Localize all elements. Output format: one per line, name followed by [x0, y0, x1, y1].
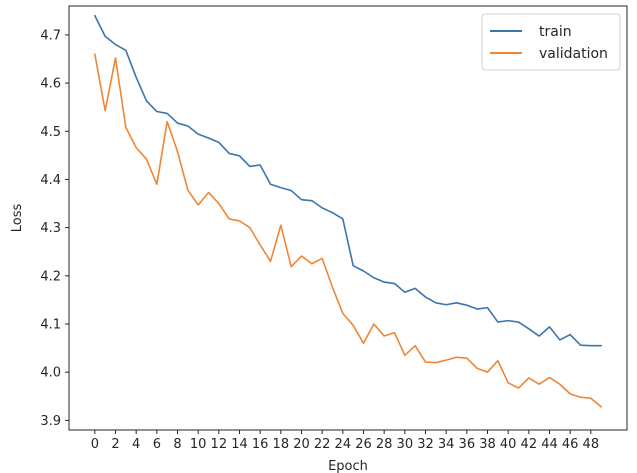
x-tick-label: 40	[500, 437, 517, 452]
x-tick-label: 10	[190, 437, 207, 452]
x-tick-label: 30	[397, 437, 414, 452]
y-axis-label: Loss	[10, 204, 25, 233]
x-tick-label: 18	[273, 437, 290, 452]
x-tick-label: 16	[252, 437, 269, 452]
series-line-validation	[94, 53, 602, 408]
x-tick-label: 28	[376, 437, 393, 452]
plot-area	[69, 6, 627, 430]
plot-frame	[68, 5, 628, 431]
y-tick-label: 4.6	[40, 77, 61, 92]
x-tick-label: 44	[541, 437, 558, 452]
y-tick-label: 4.3	[40, 221, 61, 236]
y-tick-label: 3.9	[40, 414, 61, 429]
y-tick-label: 4.5	[40, 125, 61, 140]
series-line-train	[94, 14, 602, 347]
x-tick-label: 36	[459, 437, 476, 452]
legend-label-train: train	[539, 24, 572, 40]
x-tick-label: 12	[211, 437, 228, 452]
legend-box	[481, 13, 621, 71]
x-tick-label: 24	[335, 437, 352, 452]
y-tick-label: 4.7	[40, 28, 61, 43]
y-tick-label: 4.0	[40, 366, 61, 381]
y-tick-label: 4.1	[40, 318, 61, 333]
x-tick-label: 4	[132, 437, 140, 452]
x-tick-label: 8	[173, 437, 181, 452]
axes-layer: 0 2 4 6 8 10 12 14 16 18 20 22 24 26 28 30 32 34 36 38 40 42 4…	[40, 28, 599, 452]
y-tick-label: 4.2	[40, 269, 61, 284]
x-tick-label: 26	[355, 437, 372, 452]
x-tick-label: 42	[521, 437, 538, 452]
x-tick-label: 0	[91, 437, 99, 452]
x-tick-label: 38	[479, 437, 496, 452]
legend-label-validation: validation	[539, 46, 608, 62]
x-tick-label: 22	[314, 437, 331, 452]
x-tick-label: 48	[583, 437, 600, 452]
x-tick-label: 6	[153, 437, 161, 452]
x-axis-label: Epoch	[328, 459, 368, 473]
x-tick-label: 46	[562, 437, 579, 452]
x-tick-label: 34	[438, 437, 455, 452]
legend: train validation	[481, 13, 621, 71]
x-tick-label: 20	[293, 437, 310, 452]
x-tick-label: 14	[231, 437, 248, 452]
x-tick-label: 32	[417, 437, 434, 452]
series-layer	[94, 14, 602, 408]
y-tick-label: 4.4	[40, 173, 61, 188]
x-tick-label: 2	[111, 437, 119, 452]
